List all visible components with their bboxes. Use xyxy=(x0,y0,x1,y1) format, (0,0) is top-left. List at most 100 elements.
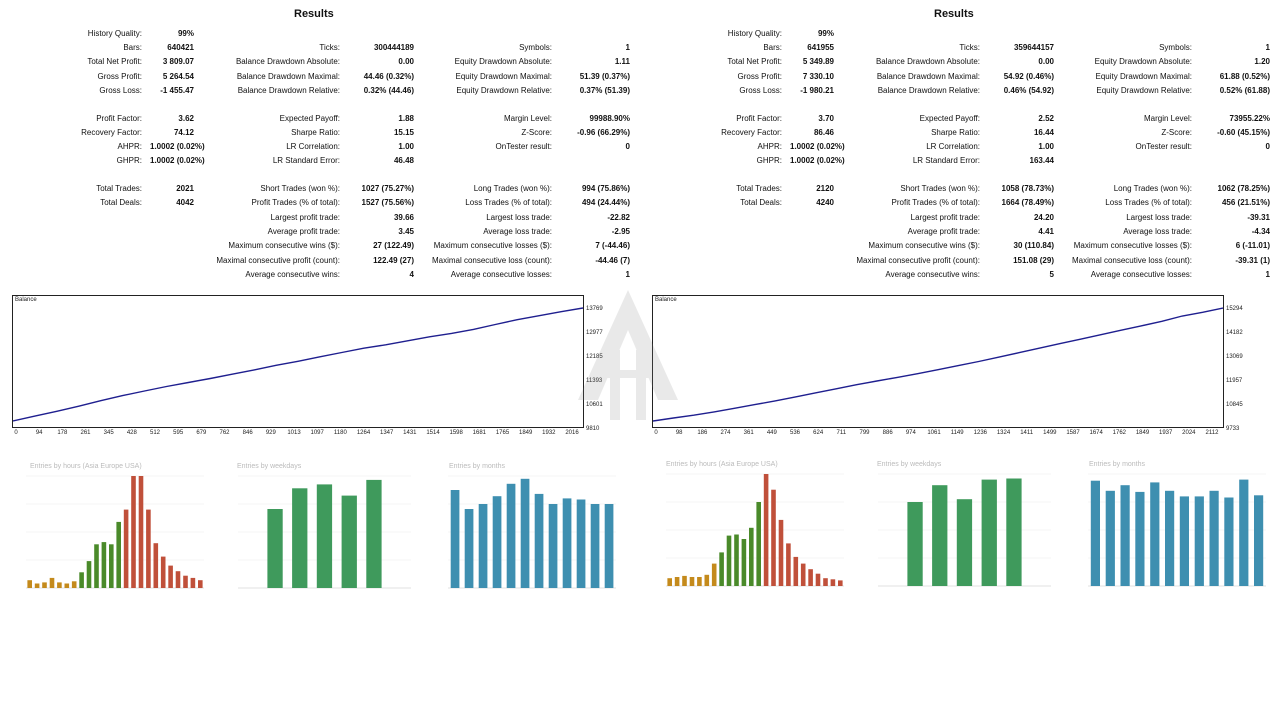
bar xyxy=(153,543,159,588)
stat-label: OnTester result: xyxy=(1135,142,1192,151)
stat-label: Average consecutive losses: xyxy=(450,270,552,279)
stat-value: 0 xyxy=(625,142,630,151)
bar xyxy=(175,571,181,588)
x-tick-label: 186 xyxy=(697,430,708,436)
bar xyxy=(956,499,973,586)
bar xyxy=(907,502,923,586)
bar xyxy=(109,544,114,588)
stat-value: 4.41 xyxy=(1038,227,1054,236)
bar xyxy=(793,556,799,586)
x-tick-label: 1180 xyxy=(333,430,347,436)
months-chart xyxy=(1088,473,1266,587)
bar xyxy=(478,504,488,588)
stat-value: 1 xyxy=(1265,43,1270,52)
x-tick-label: 2112 xyxy=(1205,430,1219,436)
x-tick-label: 679 xyxy=(196,430,207,436)
stat-label: LR Correlation: xyxy=(926,142,980,151)
hours-chart-title: Entries by hours (Asia Europe USA) xyxy=(666,461,778,468)
bar xyxy=(808,569,813,586)
bar xyxy=(71,581,77,588)
y-tick-label: 13069 xyxy=(1226,354,1243,360)
bar xyxy=(719,552,724,586)
stat-label: Z-Score: xyxy=(521,128,552,137)
x-tick-label: 762 xyxy=(219,430,230,436)
stat-value: 1.11 xyxy=(614,57,630,66)
x-tick-label: 428 xyxy=(126,430,137,436)
stat-value: 1 xyxy=(1265,270,1270,279)
stat-value: 2.52 xyxy=(1038,114,1054,123)
bar xyxy=(49,577,55,588)
y-tick-label: 12977 xyxy=(586,330,603,336)
x-tick-label: 1061 xyxy=(927,430,941,436)
bar xyxy=(674,577,680,586)
stat-label: Maximal consecutive loss (count): xyxy=(1071,256,1192,265)
stat-label: Equity Drawdown Maximal: xyxy=(1095,72,1192,81)
stat-value: 1.20 xyxy=(1254,57,1270,66)
stat-label: Total Trades: xyxy=(96,184,142,193)
bar xyxy=(548,504,558,588)
stat-value: 1.00 xyxy=(1038,142,1054,151)
x-tick-label: 536 xyxy=(789,430,801,436)
stat-label: Short Trades (won %): xyxy=(900,184,980,193)
balance-chart-title: Balance xyxy=(655,297,677,303)
bar xyxy=(341,495,357,588)
bar xyxy=(604,504,614,588)
stat-label: Gross Profit: xyxy=(737,72,782,81)
balance-line xyxy=(13,307,583,422)
y-tick-label: 11957 xyxy=(1226,378,1243,384)
stat-value: 74.12 xyxy=(173,128,194,137)
bar xyxy=(450,490,460,588)
bar xyxy=(981,479,997,586)
bar xyxy=(123,509,129,588)
stat-label: History Quality: xyxy=(87,29,142,38)
stat-value: 0 xyxy=(1265,142,1270,151)
x-tick-label: 1849 xyxy=(1135,430,1150,436)
stat-label: Maximal consecutive profit (count): xyxy=(856,256,980,265)
x-tick-label: 846 xyxy=(242,430,253,436)
stat-value: 0.52% (61.88) xyxy=(1219,86,1270,95)
stat-label: Symbols: xyxy=(1159,43,1192,52)
stat-label: Short Trades (won %): xyxy=(260,184,340,193)
stat-value: -0.60 (45.15%) xyxy=(1217,128,1270,137)
x-tick-label: 361 xyxy=(743,430,754,436)
stat-label: Total Deals: xyxy=(740,198,782,207)
stat-label: Total Net Profit: xyxy=(727,57,782,66)
stat-label: Equity Drawdown Relative: xyxy=(456,86,552,95)
stat-value: 1.0002 (0.02%) xyxy=(150,142,205,151)
report-panel-right: Results History Quality: 99% Bars: 641955 To… xyxy=(640,0,1280,610)
hours-chart xyxy=(26,475,204,589)
stat-value: 0.46% (54.92) xyxy=(1003,86,1054,95)
stat-label: Balance Drawdown Relative: xyxy=(877,86,980,95)
stat-value: 0.00 xyxy=(398,57,414,66)
stat-value: 3.62 xyxy=(178,114,194,123)
bar xyxy=(576,499,586,588)
x-tick-label: 94 xyxy=(35,430,43,436)
y-tick-label: 15294 xyxy=(1226,306,1243,312)
x-tick-label: 1681 xyxy=(472,430,487,436)
stat-value: 1664 (78.49%) xyxy=(1001,198,1054,207)
y-tick-label: 11393 xyxy=(586,378,602,384)
bar xyxy=(1150,482,1160,586)
stat-value: 27 (122.49) xyxy=(373,241,414,250)
bar xyxy=(506,483,516,588)
stat-label: Long Trades (won %): xyxy=(473,184,552,193)
stat-value: 24.20 xyxy=(1033,213,1054,222)
bar xyxy=(116,521,121,588)
bar xyxy=(267,509,283,588)
bar xyxy=(57,582,62,588)
stat-value: 1027 (75.27%) xyxy=(361,184,414,193)
x-tick-label: 1324 xyxy=(996,430,1011,436)
bar xyxy=(741,539,747,586)
bar xyxy=(1135,491,1145,586)
balance-line-area xyxy=(13,307,583,422)
x-tick-label: 1347 xyxy=(379,430,394,436)
stat-label: Average profit trade: xyxy=(267,227,340,236)
stat-label: Gross Profit: xyxy=(97,72,142,81)
stat-label: Symbols: xyxy=(519,43,552,52)
bar xyxy=(198,580,203,588)
x-tick-label: 886 xyxy=(882,430,893,436)
bar xyxy=(763,474,769,586)
stat-value: 1527 (75.56%) xyxy=(361,198,414,207)
stat-label: LR Correlation: xyxy=(286,142,340,151)
stat-value: -39.31 xyxy=(1247,213,1270,222)
